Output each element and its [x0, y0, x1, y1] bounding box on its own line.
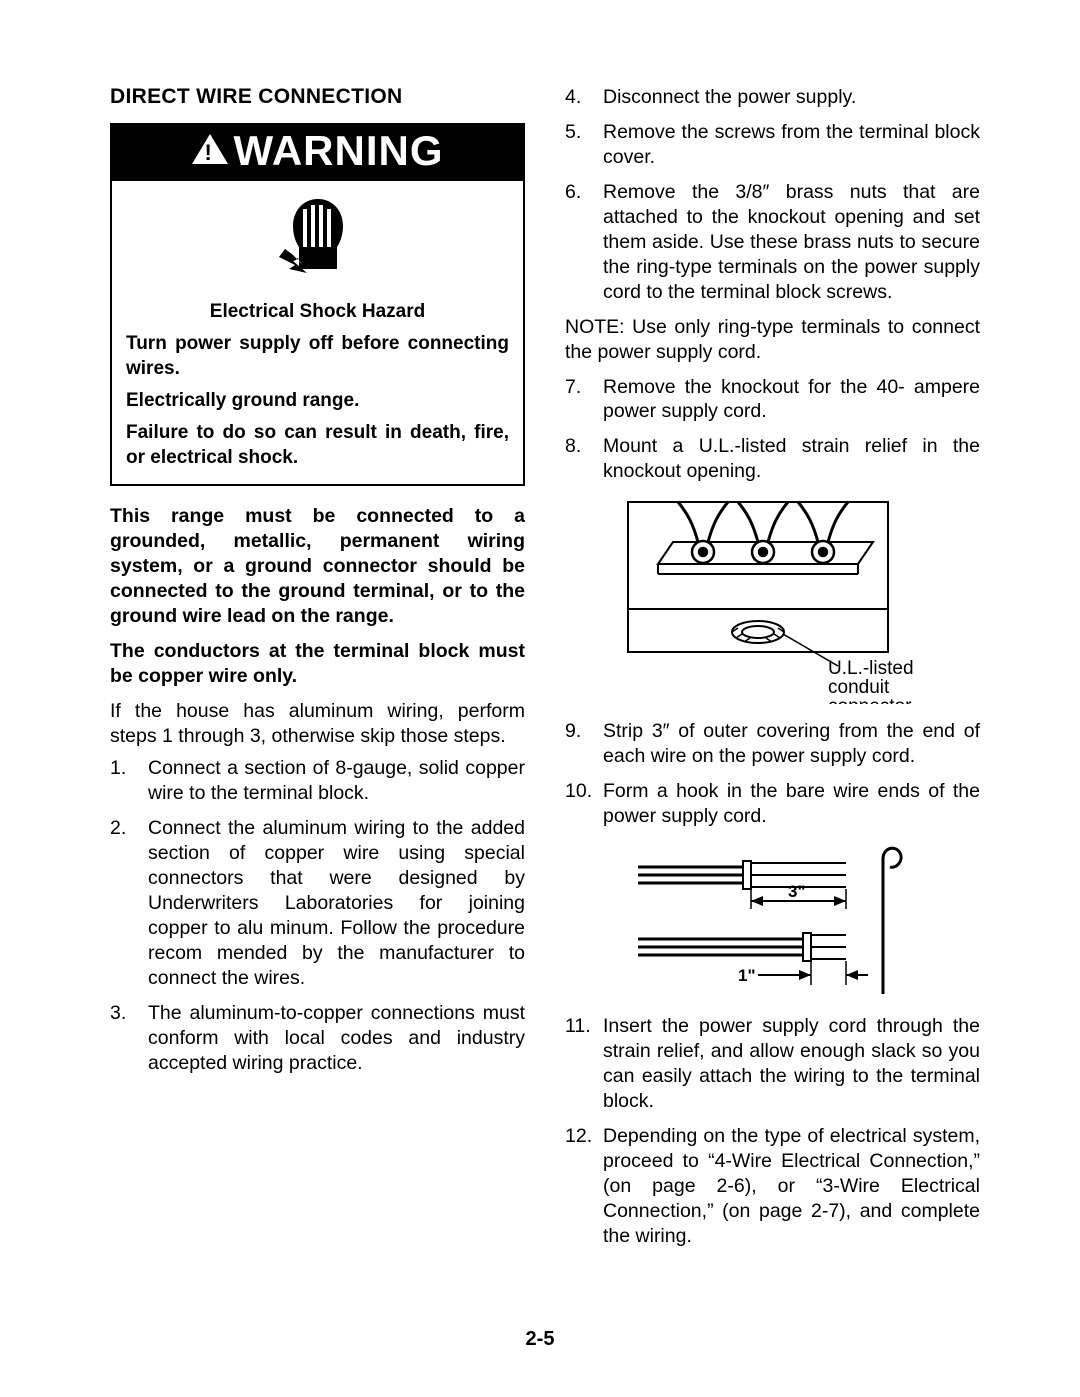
- section-heading: DIRECT WIRE CONNECTION: [110, 85, 525, 109]
- step-item: Form a hook in the bare wire ends of the…: [565, 779, 980, 829]
- step-item: Strip 3″ of outer covering from the end …: [565, 719, 980, 769]
- fig1-label: conduit: [828, 677, 890, 698]
- step-item: The aluminum-to-copper connections must …: [110, 1001, 525, 1076]
- steps-list-right-d: Insert the power supply cord through the…: [565, 1014, 980, 1249]
- right-column: Disconnect the power supply. Remove the …: [565, 85, 980, 1259]
- bold-paragraph: The conductors at the terminal block mus…: [110, 639, 525, 689]
- steps-list-right-a: Disconnect the power supply. Remove the …: [565, 85, 980, 305]
- left-column: DIRECT WIRE CONNECTION WARNING: [110, 85, 525, 1259]
- figure-conduit-connector: U.L.-listed conduit connector: [565, 494, 980, 709]
- step-item: Remove the screws from the terminal bloc…: [565, 120, 980, 170]
- fig2-dim-top: 3": [788, 882, 806, 901]
- step-item: Connect a section of 8-gauge, solid copp…: [110, 756, 525, 806]
- fig1-label: connector: [828, 696, 912, 704]
- step-item: Remove the 3/8″ brass nuts that are atta…: [565, 180, 980, 305]
- steps-list-right-c: Strip 3″ of outer covering from the end …: [565, 719, 980, 829]
- warning-line: Failure to do so can result in death, fi…: [126, 421, 509, 470]
- shock-hazard-icon: [112, 181, 523, 300]
- page: DIRECT WIRE CONNECTION WARNING: [0, 0, 1080, 1397]
- fig2-dim-bottom: 1": [738, 966, 756, 985]
- hazard-title: Electrical Shock Hazard: [126, 300, 509, 324]
- step-item: Disconnect the power supply.: [565, 85, 980, 110]
- bold-paragraph: This range must be connected to a ground…: [110, 504, 525, 629]
- warning-header: WARNING: [112, 125, 523, 181]
- note-text: NOTE: Use only ring-type terminals to co…: [565, 315, 980, 365]
- step-item: Insert the power supply cord through the…: [565, 1014, 980, 1114]
- steps-list-left: Connect a section of 8-gauge, solid copp…: [110, 756, 525, 1075]
- warning-label: WARNING: [234, 127, 444, 175]
- page-number: 2-5: [0, 1328, 1080, 1351]
- step-item: Connect the aluminum wiring to the added…: [110, 816, 525, 991]
- warning-triangle-icon: [192, 134, 228, 164]
- figure-wire-strip: 3": [565, 839, 980, 1004]
- two-column-layout: DIRECT WIRE CONNECTION WARNING: [110, 85, 980, 1259]
- step-item: Mount a U.L.-listed strain relief in the…: [565, 434, 980, 484]
- warning-line: Electrically ground range.: [126, 389, 509, 413]
- step-item: Depending on the type of electrical syst…: [565, 1124, 980, 1249]
- intro-paragraph: If the house has aluminum wiring, perfor…: [110, 699, 525, 749]
- fig1-label: U.L.-listed: [828, 658, 914, 679]
- warning-line: Turn power supply off before connecting …: [126, 332, 509, 381]
- warning-box: WARNING Electrical Shock Hazard: [110, 123, 525, 486]
- warning-body: Electrical Shock Hazard Turn power suppl…: [112, 300, 523, 484]
- steps-list-right-b: Remove the knockout for the 40- ampere p…: [565, 375, 980, 485]
- step-item: Remove the knockout for the 40- ampere p…: [565, 375, 980, 425]
